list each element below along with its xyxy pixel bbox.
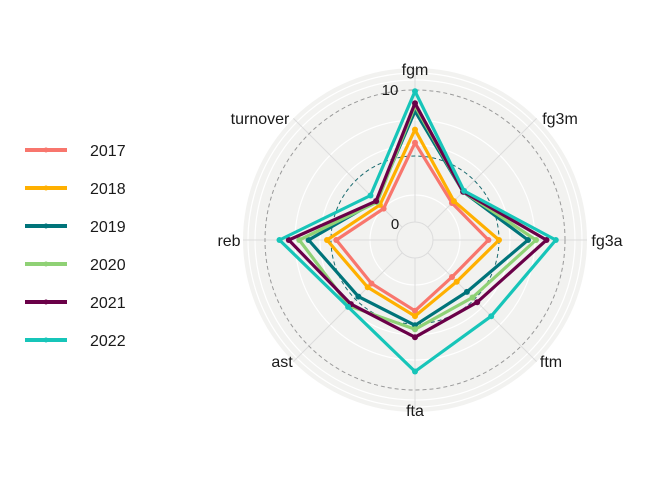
legend-dot-2020 <box>43 261 49 267</box>
point-2018-fg3m <box>450 198 457 205</box>
tick-label-min: 0 <box>391 216 399 233</box>
point-2021-ftm <box>474 299 481 306</box>
point-2022-ast <box>345 303 352 310</box>
point-2021-reb <box>285 237 292 243</box>
point-2019-reb <box>305 237 312 243</box>
point-2019-ftm <box>463 288 470 295</box>
legend-label-2020: 2020 <box>90 257 126 274</box>
point-2017-ftm <box>449 274 455 280</box>
point-2022-fg3a <box>552 237 559 243</box>
point-2021-turnover <box>373 198 380 205</box>
point-2022-turnover <box>367 192 374 199</box>
axis-label-ast: ast <box>271 354 293 371</box>
legend-item-2019: 2019 <box>25 219 126 236</box>
legend-item-2020: 2020 <box>25 257 126 274</box>
tick-label-max: 10 <box>382 82 399 99</box>
point-2019-ast <box>355 293 362 300</box>
axis-label-ftm: ftm <box>540 354 562 371</box>
point-2017-fgm <box>412 139 418 146</box>
axis-label-fg3a: fg3a <box>591 233 622 250</box>
legend-label-2019: 2019 <box>90 219 126 236</box>
point-2022-fgm <box>412 88 418 95</box>
point-2018-fta <box>412 313 418 320</box>
point-2020-reb <box>296 237 303 243</box>
point-2022-fg3m <box>461 187 468 194</box>
radial-tick-labels: 0 10 <box>382 82 400 233</box>
legend-item-2018: 2018 <box>25 181 126 198</box>
point-2022-reb <box>276 237 283 243</box>
point-2020-ftm <box>469 294 476 301</box>
point-2018-ast <box>364 284 371 291</box>
axis-labels: fgm fg3m fg3a ftm fta ast reb turnover <box>217 62 622 420</box>
radar-grid <box>243 68 587 412</box>
legend-dot-2018 <box>43 185 49 191</box>
axis-label-turnover: turnover <box>231 111 290 128</box>
legend-label-2022: 2022 <box>90 333 126 350</box>
legend-label-2021: 2021 <box>90 295 126 312</box>
series-2018 <box>324 126 502 320</box>
point-2017-fg3a <box>485 237 492 243</box>
point-2017-turnover <box>380 205 387 212</box>
point-2017-fta <box>412 307 418 314</box>
legend-dot-2021 <box>43 299 49 305</box>
axis-label-fg3m: fg3m <box>542 111 578 128</box>
point-2018-reb <box>324 237 330 243</box>
point-2020-fta <box>412 326 418 333</box>
legend-item-2017: 2017 <box>25 143 126 160</box>
spoke-fg3m <box>427 118 537 228</box>
legend-dot-2019 <box>43 223 49 229</box>
series-2022 <box>276 88 559 375</box>
axis-label-reb: reb <box>217 233 240 250</box>
point-2021-fgm <box>412 100 418 107</box>
legend-item-2021: 2021 <box>25 295 126 312</box>
spoke-ftm <box>427 252 537 362</box>
legend-label-2017: 2017 <box>90 143 126 160</box>
point-2019-fg3a <box>525 237 531 243</box>
axis-label-fgm: fgm <box>402 62 429 79</box>
legend-label-2018: 2018 <box>90 181 126 198</box>
point-2020-fg3a <box>533 237 539 243</box>
point-2021-fg3a <box>543 237 550 243</box>
point-2018-fg3a <box>496 237 502 243</box>
point-2022-ftm <box>488 313 495 320</box>
point-2017-reb <box>333 237 340 243</box>
legend-item-2022: 2022 <box>25 333 126 350</box>
point-2017-ast <box>368 280 375 287</box>
point-2018-ftm <box>453 278 460 285</box>
point-2021-fta <box>412 334 418 341</box>
legend-dot-2017 <box>43 147 49 153</box>
grid-min-circle <box>396 221 434 259</box>
point-2018-fgm <box>412 126 418 133</box>
grid-max-circle <box>264 89 566 391</box>
radar-series <box>276 88 559 375</box>
legend-dot-2022 <box>43 337 49 343</box>
legend: 2017 2018 2019 2020 2021 2022 <box>25 143 126 350</box>
point-2022-fta <box>412 368 418 375</box>
axis-label-fta: fta <box>406 403 424 420</box>
